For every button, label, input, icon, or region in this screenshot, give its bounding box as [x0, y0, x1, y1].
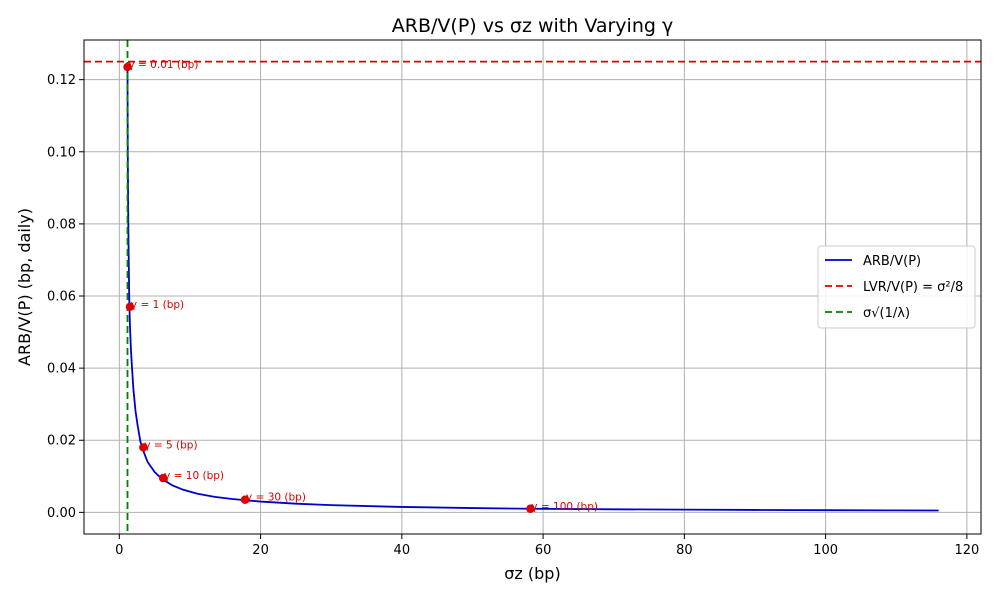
x-tick-label: 80 — [676, 543, 693, 558]
y-tick-label: 0.12 — [47, 73, 76, 88]
gamma-point-label: γ = 1 (bp) — [131, 299, 184, 311]
gamma-point — [526, 504, 535, 513]
gamma-point-label: γ = 10 (bp) — [164, 470, 224, 482]
x-axis-label: σz (bp) — [504, 564, 560, 583]
y-tick-label: 0.06 — [47, 290, 76, 305]
legend-label: LVR/V(P) = σ²/8 — [863, 280, 963, 295]
y-tick-label: 0.00 — [47, 506, 76, 521]
x-tick-label: 60 — [535, 543, 552, 558]
gamma-point — [123, 62, 132, 72]
gamma-point — [125, 302, 135, 312]
x-tick-label: 120 — [954, 543, 979, 558]
y-tick-label: 0.08 — [47, 217, 76, 232]
y-axis-label: ARB/V(P) (bp, daily) — [15, 208, 34, 366]
axes-ticks: 0 20 40 60 80 100 120 0.00 0.02 0.04 0.06 0.08 0.10 0… — [47, 73, 979, 558]
x-tick-label: 100 — [813, 543, 838, 558]
y-tick-label: 0.10 — [47, 145, 76, 160]
x-tick-label: 0 — [115, 543, 123, 558]
gamma-point-label: γ = 5 (bp) — [144, 439, 197, 451]
gamma-point-label: γ = 100 (bp) — [531, 501, 598, 513]
x-tick-label: 40 — [394, 543, 411, 558]
x-tick-label: 20 — [252, 543, 269, 558]
plot-content: γ = 0.01 (bp) γ = 1 (bp) γ = 5 (bp) γ = 10 … — [84, 40, 981, 534]
plot-frame — [83, 39, 982, 535]
y-tick-label: 0.02 — [47, 434, 76, 449]
gamma-point — [158, 473, 168, 483]
gamma-point-label: γ = 0.01 (bp) — [129, 59, 199, 71]
legend-label: ARB/V(P) — [863, 254, 921, 269]
arb-series-line — [126, 67, 939, 512]
y-tick-label: 0.04 — [47, 362, 76, 377]
legend: ARB/V(P) LVR/V(P) = σ²/8 σ√(1/λ) — [817, 245, 976, 329]
gamma-point — [139, 443, 148, 452]
legend-label: σ√(1/λ) — [863, 306, 910, 321]
legend-box — [817, 245, 976, 329]
gamma-point — [240, 495, 250, 504]
gamma-point-label: γ = 30 (bp) — [246, 492, 306, 504]
chart-title: ARB/V(P) vs σz with Varying γ — [392, 15, 673, 37]
